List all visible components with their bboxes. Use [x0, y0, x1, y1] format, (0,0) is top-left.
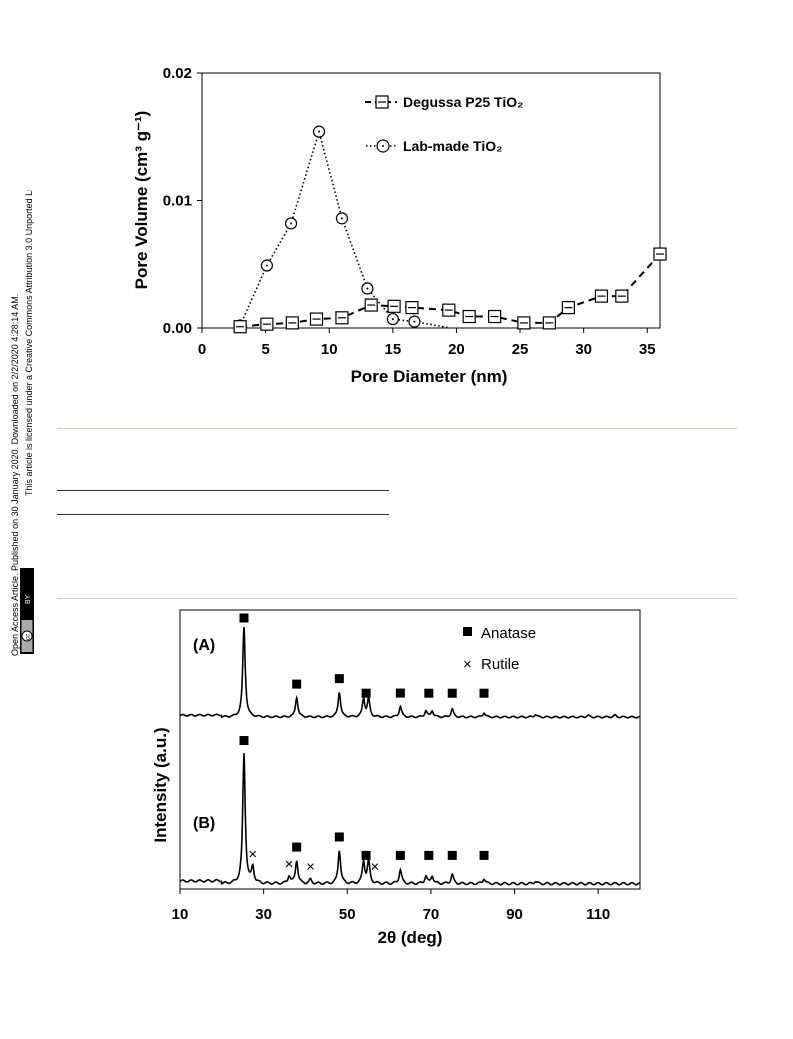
- lab-made-point-dot: [391, 318, 394, 321]
- anatase-marker: [292, 842, 302, 852]
- xrd-legend: Anatase × Rutile: [463, 625, 536, 673]
- x-tick-label: 20: [448, 341, 465, 358]
- lab-made-line: [239, 128, 451, 329]
- x-tick-label: 35: [639, 341, 656, 358]
- legend: Degussa P25 TiO₂ Lab-made TiO₂: [365, 94, 523, 154]
- lab-made-point-dot: [366, 287, 369, 290]
- lab-made-point-dot: [340, 217, 343, 220]
- y-tick-label: 0.01: [163, 193, 192, 210]
- rutile-marker: ×: [248, 846, 257, 863]
- lab-made-point-dot: [413, 320, 416, 323]
- xrd-x-tick-label: 30: [255, 906, 272, 923]
- anatase-marker: [334, 674, 344, 684]
- xrd-plot-frame: [179, 609, 641, 890]
- lab-made-point-dot: [265, 264, 268, 267]
- xrd-x-tick-label: 10: [172, 906, 189, 923]
- degussa-line: [240, 253, 661, 328]
- xrd-y-axis-label: Intensity (a.u.): [151, 727, 170, 842]
- anatase-marker: [424, 688, 434, 698]
- lab-made-point-dot: [318, 130, 321, 133]
- panel-b-label: (B): [193, 815, 215, 832]
- anatase-marker: [447, 688, 457, 698]
- anatase-marker: [395, 850, 405, 860]
- xrd-chart: 10 30 50 70 90 110 × × × × (A) (B) 2θ (deg) Inte…: [151, 609, 641, 947]
- y-tick-label: 0.00: [163, 320, 192, 337]
- x-axis-label: Pore Diameter (nm): [351, 367, 508, 386]
- anatase-marker: [239, 736, 249, 746]
- sidebar-line-1: Open Access Article. Published on 30 Jan…: [10, 294, 20, 656]
- pattern-a-trace: [179, 626, 641, 719]
- x-tick-label: 25: [512, 341, 529, 358]
- lab-made-point-dot: [290, 222, 293, 225]
- x-tick-label: 30: [575, 341, 592, 358]
- anatase-marker: [395, 688, 405, 698]
- license-sidebar: Open Access Article. Published on 30 Jan…: [10, 190, 34, 656]
- y-axis-label: Pore Volume (cm³ g⁻¹): [132, 111, 151, 290]
- anatase-marker: [334, 832, 344, 842]
- anatase-marker: [447, 850, 457, 860]
- x-tick-label: 5: [261, 341, 269, 358]
- anatase-legend-marker: [463, 627, 472, 636]
- anatase-marker: [479, 688, 489, 698]
- legend-series-2: Lab-made TiO₂: [403, 138, 502, 154]
- rutile-marker: ×: [370, 859, 379, 876]
- x-tick-label: 15: [384, 341, 401, 358]
- rutile-marker: ×: [285, 856, 294, 873]
- panel-a-label: (A): [193, 637, 215, 654]
- rutile-legend-marker: ×: [463, 656, 472, 673]
- separator-rule-top: [57, 428, 737, 429]
- pattern-b-trace: [179, 753, 641, 886]
- legend-rutile: Rutile: [481, 656, 519, 673]
- xrd-x-tick-label: 50: [339, 906, 356, 923]
- rutile-marker: ×: [306, 859, 315, 876]
- xrd-x-tick-label: 70: [423, 906, 440, 923]
- anatase-marker: [361, 850, 371, 860]
- legend-anatase: Anatase: [481, 625, 536, 642]
- y-tick-label: 0.02: [163, 65, 192, 82]
- anatase-marker: [239, 613, 249, 623]
- sidebar-line-2: This article is licensed under a Creativ…: [24, 190, 34, 496]
- separator-thin-1: [57, 490, 389, 491]
- badge-cc-text: cc: [26, 634, 32, 640]
- anatase-marker: [292, 679, 302, 689]
- anatase-marker: [361, 688, 371, 698]
- x-tick-label: 0: [198, 341, 206, 358]
- xrd-x-tick-label: 90: [506, 906, 523, 923]
- legend-series-1: Degussa P25 TiO₂: [403, 94, 523, 110]
- badge-by-text: BY: [25, 594, 32, 604]
- pore-volume-chart: 0 5 10 15 20 25 30 35 0.00 0.01 0.02 Pore Diameter…: [132, 65, 667, 386]
- x-tick-label: 10: [321, 341, 338, 358]
- separator-thin-2: [57, 514, 389, 515]
- cc-by-badge[interactable]: BY cc: [20, 568, 34, 654]
- anatase-marker: [424, 850, 434, 860]
- anatase-marker: [479, 850, 489, 860]
- separator-rule-bottom: [57, 598, 737, 599]
- xrd-x-axis-label: 2θ (deg): [378, 928, 443, 947]
- xrd-x-tick-label: 110: [586, 906, 610, 923]
- plot-frame: [201, 72, 661, 329]
